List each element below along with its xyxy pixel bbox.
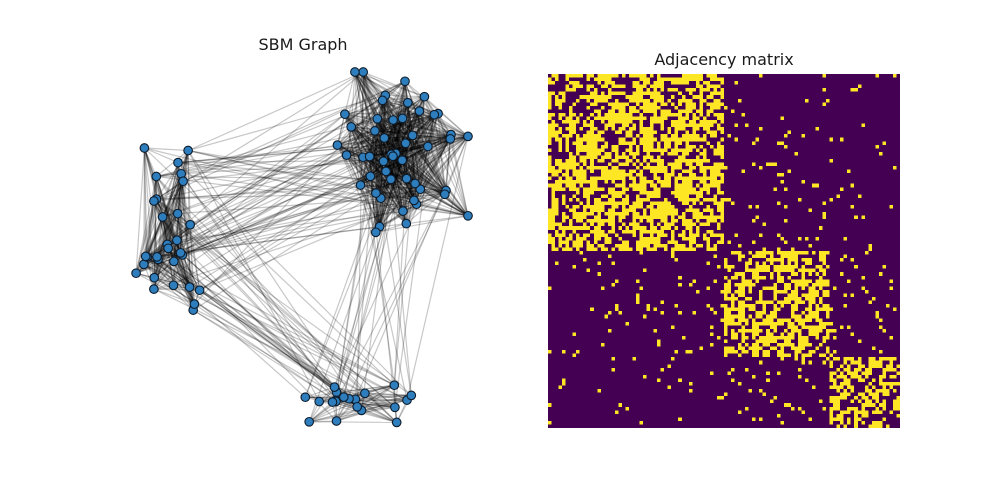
graph-node (175, 247, 186, 258)
graph-node (139, 143, 150, 153)
graph-node (173, 157, 183, 168)
graph-node (401, 173, 412, 184)
graph-node (352, 401, 363, 412)
graph-node (445, 134, 456, 144)
graph-node (314, 396, 325, 407)
adjacency-matrix-heatmap (548, 74, 900, 428)
graph-node (304, 416, 315, 427)
graph-node (410, 178, 420, 189)
graph-node (131, 268, 141, 279)
graph-node (381, 166, 391, 177)
graph-node (194, 285, 205, 296)
graph-node (379, 133, 390, 143)
graph-node (463, 131, 473, 142)
graph-node (172, 208, 183, 219)
graph-node (370, 227, 381, 238)
graph-node (370, 126, 380, 136)
graph-nodes (131, 67, 473, 428)
graph-node (346, 122, 357, 132)
graph-node (350, 67, 360, 77)
graph-node (358, 67, 369, 77)
graph-node (329, 382, 340, 392)
graph-node (338, 392, 349, 402)
graph-node (140, 251, 151, 262)
graph-node (391, 417, 402, 428)
graph-node (184, 282, 195, 292)
right-plot-title: Adjacency matrix (654, 50, 794, 69)
graph-node (183, 145, 193, 156)
graph-node (397, 113, 408, 124)
graph-node (300, 392, 311, 403)
graph-node (388, 151, 398, 162)
graph-node (407, 130, 418, 141)
graph-node (386, 174, 396, 185)
graph-node (377, 95, 388, 106)
graph-node (439, 189, 450, 200)
graph-node (149, 284, 159, 294)
graph-node (398, 206, 408, 216)
graph-node (364, 151, 375, 162)
graph-node (163, 243, 174, 254)
graph-node (189, 299, 200, 309)
graph-node (340, 109, 350, 120)
graph-node (419, 91, 430, 102)
graph-edges (135, 71, 469, 423)
graph-node (378, 156, 389, 167)
graph-node (185, 219, 196, 230)
graph-node (409, 195, 419, 206)
graph-node (341, 150, 352, 160)
graph-node (390, 402, 400, 413)
graph-node (149, 272, 160, 283)
graph-node (149, 196, 159, 206)
graph-node (331, 416, 342, 426)
graph-node (168, 280, 179, 291)
graph-node (365, 171, 376, 182)
graph-node (327, 397, 338, 407)
graph-node (152, 252, 162, 262)
graph-node (401, 218, 412, 229)
graph-node (423, 141, 433, 152)
graph-node (400, 138, 411, 149)
graph-node (178, 176, 188, 187)
graph-node (406, 390, 417, 401)
graph-node (429, 109, 440, 120)
left-plot-title: SBM Graph (258, 35, 348, 54)
graph-node (414, 106, 425, 116)
graph-node (360, 388, 370, 399)
graph-node (332, 140, 343, 150)
graph-node (355, 180, 366, 190)
graph-node (157, 212, 168, 222)
graph-node (151, 171, 162, 182)
graph-node (402, 97, 413, 108)
graph-node (372, 113, 383, 124)
graph-node (172, 235, 182, 246)
graph-node (371, 188, 381, 198)
graph-node (389, 380, 400, 391)
graph-node (388, 115, 398, 125)
graph-node (169, 256, 179, 267)
graph-node (400, 76, 410, 87)
graph-node (397, 155, 408, 166)
graph-node (463, 210, 473, 221)
